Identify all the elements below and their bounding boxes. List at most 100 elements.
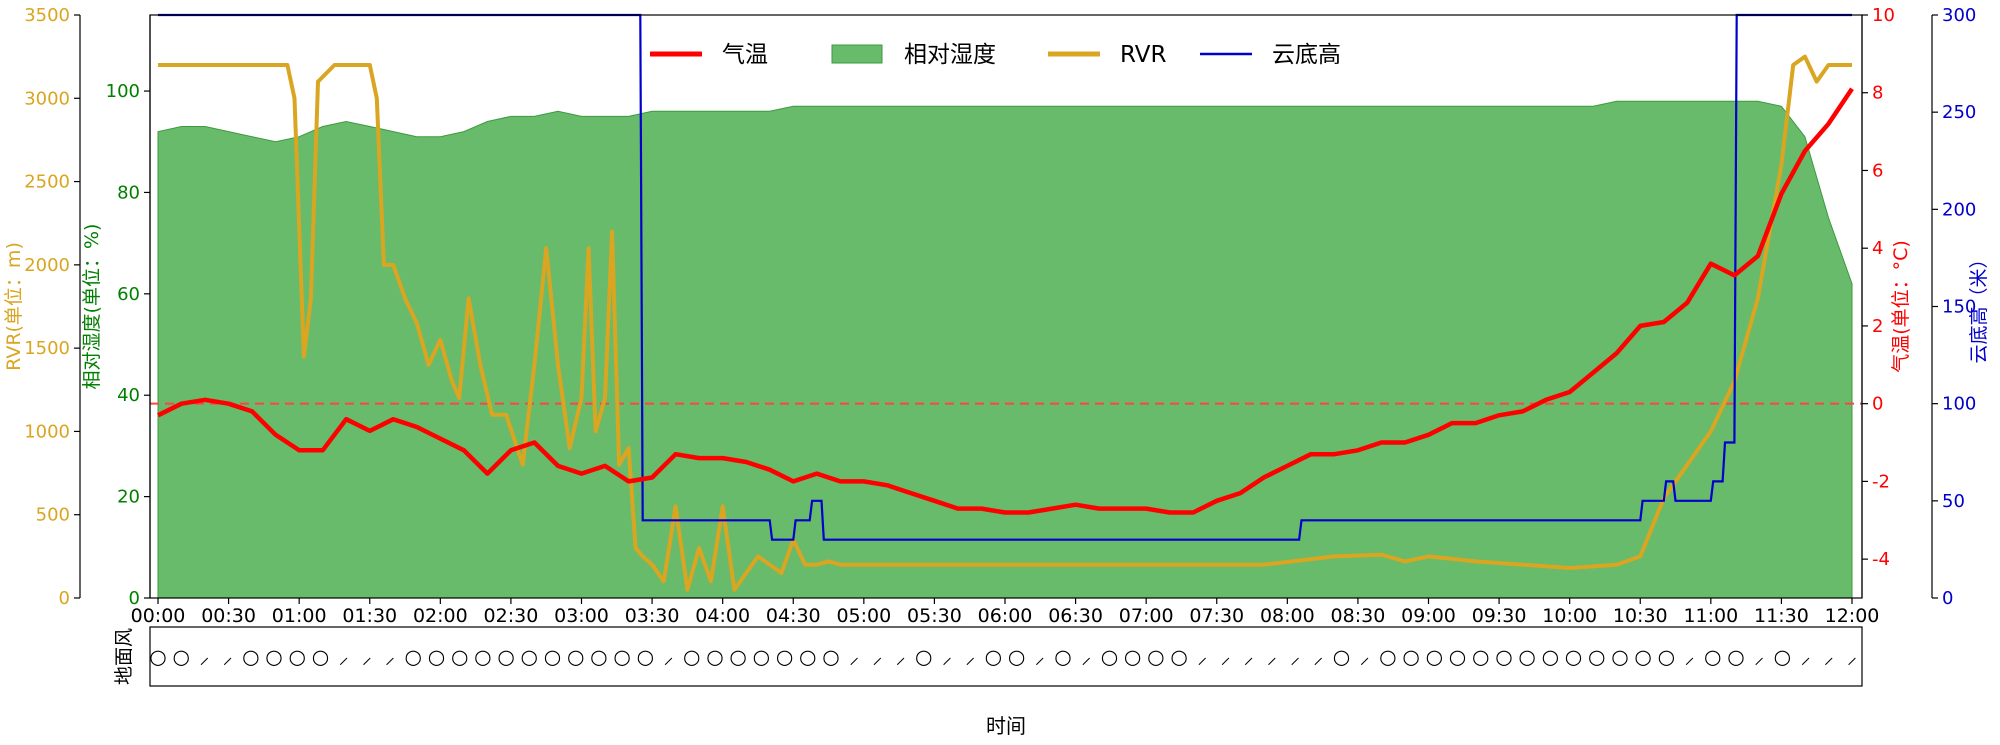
- humidity-axis-tick-label: 0: [129, 588, 140, 609]
- wind-symbol: ○: [1054, 645, 1071, 669]
- wind-symbol: ○: [1565, 645, 1582, 669]
- x-tick-label: 02:00: [413, 605, 468, 627]
- wind-symbol: ⸝: [896, 645, 906, 669]
- wind-symbol: ○: [265, 645, 282, 669]
- legend-label: 云底高: [1272, 42, 1341, 68]
- wind-symbol: ○: [637, 645, 654, 669]
- humidity-axis-tick-label: 40: [117, 385, 140, 406]
- cloud-base-axis-tick-label: 300: [1942, 5, 1976, 26]
- x-tick-label: 00:30: [201, 605, 256, 627]
- wind-symbol: ○: [1611, 645, 1628, 669]
- temperature-axis-tick-label: 2: [1872, 316, 1883, 337]
- wind-symbol: ⸝: [1081, 645, 1091, 669]
- wind-symbol: ⸝: [1035, 645, 1045, 669]
- humidity-area-layer: [157, 100, 1853, 599]
- wind-symbol: ⸝: [872, 645, 882, 669]
- temperature-axis-tick-label: 8: [1872, 83, 1883, 104]
- legend-label: 相对湿度: [904, 42, 996, 68]
- cloud-base-line-layer: [158, 13, 1852, 541]
- wind-symbol: ○: [567, 645, 584, 669]
- wind-symbol: ○: [544, 645, 561, 669]
- rvr-axis-tick-label: 1000: [24, 421, 70, 442]
- wind-panel: 地面风 ○ ○ ⸝ ⸝ ○ ○ ○ ○ ⸝ ⸝ ⸝ ○ ○ ○ ○ ○ ○ ○ ○ ○ ○ ○ ⸝ ○ ○ ○ ○ ○ ○ ○ ⸝ ⸝ ⸝ ○ ⸝ ⸝ ○…: [113, 626, 1863, 687]
- temperature-axis-tick-label: 6: [1872, 160, 1883, 181]
- wind-symbol: ○: [753, 645, 770, 669]
- rvr-line-layer: [158, 54, 1852, 592]
- x-tick-label: 04:00: [695, 605, 750, 627]
- wind-symbol: ⸝: [664, 645, 674, 669]
- rvr-axis-tick-label: 0: [59, 588, 70, 609]
- temperature-axis-tick-label: 10: [1872, 5, 1895, 26]
- x-tick-label: 01:00: [272, 605, 327, 627]
- rvr-axis-label: RVR(单位：m): [3, 242, 25, 371]
- x-tick-label: 12:00: [1825, 605, 1880, 627]
- wind-symbol: ⸝: [1290, 645, 1300, 669]
- humidity-axis-tick-label: 80: [117, 182, 140, 203]
- rvr-axis-tick-label: 3500: [24, 5, 70, 26]
- wind-symbol: ○: [1333, 645, 1350, 669]
- wind-symbol: ○: [1588, 645, 1605, 669]
- cloud-base-axis-tick-label: 0: [1942, 588, 1953, 609]
- wind-symbol: ⸝: [1801, 645, 1811, 669]
- wind-symbol: ○: [613, 645, 630, 669]
- x-axis-label: 时间: [986, 714, 1026, 738]
- wind-symbol: ○: [590, 645, 607, 669]
- cloud-base-axis-tick-label: 100: [1942, 394, 1976, 415]
- wind-symbol: ⸝: [339, 645, 349, 669]
- x-tick-label: 03:00: [554, 605, 609, 627]
- temperature-axis-tick-label: -4: [1872, 549, 1890, 570]
- temperature-line-layer: [157, 87, 1854, 515]
- x-tick-label: 07:30: [1189, 605, 1244, 627]
- wind-symbol: ○: [1379, 645, 1396, 669]
- rvr-axis-tick-label: 2000: [24, 255, 70, 276]
- wind-symbol: ○: [799, 645, 816, 669]
- x-tick-label: 05:00: [836, 605, 891, 627]
- temperature-axis-tick-label: -2: [1872, 471, 1890, 492]
- wind-symbol: ○: [1124, 645, 1141, 669]
- rvr-axis-tick-label: 3000: [24, 88, 70, 109]
- cloud-base-axis-tick-label: 250: [1942, 102, 1976, 123]
- wind-symbol: ○: [706, 645, 723, 669]
- wind-symbol: ⸝: [1824, 645, 1834, 669]
- wind-symbol: ⸝: [849, 645, 859, 669]
- wind-symbol: ⸝: [1847, 645, 1857, 669]
- wind-symbol: ○: [474, 645, 491, 669]
- wind-symbol: ○: [521, 645, 538, 669]
- wind-symbol: ⸝: [1313, 645, 1323, 669]
- wind-label: 地面风: [113, 628, 135, 685]
- rvr-axis-tick-label: 1500: [24, 338, 70, 359]
- wind-symbol: ○: [289, 645, 306, 669]
- cloud-base-axis-tick-label: 200: [1942, 199, 1976, 220]
- humidity-axis-tick-label: 60: [117, 284, 140, 305]
- wind-symbol: ○: [1170, 645, 1187, 669]
- x-tick-label: 06:30: [1048, 605, 1103, 627]
- wind-symbol: ⸝: [385, 645, 395, 669]
- humidity-axis-tick-label: 100: [106, 81, 140, 102]
- wind-symbol: ⸝: [965, 645, 975, 669]
- wind-symbol: ○: [1472, 645, 1489, 669]
- humidity-axis-label: 相对湿度(单位：%): [81, 224, 103, 390]
- wind-symbol: ○: [915, 645, 932, 669]
- wind-symbol: ⸝: [223, 645, 233, 669]
- wind-symbol: ○: [1658, 645, 1675, 669]
- x-tick-label: 07:00: [1119, 605, 1174, 627]
- x-tick-label: 10:30: [1613, 605, 1668, 627]
- cloud-base-axis-tick-label: 50: [1942, 491, 1965, 512]
- x-tick-label: 02:30: [484, 605, 539, 627]
- wind-symbol: ⸝: [1244, 645, 1254, 669]
- rvr-line: [158, 54, 1852, 592]
- humidity-area: [157, 100, 1853, 599]
- x-tick-label: 04:30: [766, 605, 821, 627]
- temperature-line: [157, 87, 1854, 515]
- wind-symbol: ⸝: [1197, 645, 1207, 669]
- wind-symbol: ○: [683, 645, 700, 669]
- wind-symbol: ○: [497, 645, 514, 669]
- wind-symbol: ○: [1426, 645, 1443, 669]
- x-tick-label: 00:00: [131, 605, 186, 627]
- wind-symbol: ○: [428, 645, 445, 669]
- wind-symbol: ⸝: [1754, 645, 1764, 669]
- wind-symbol: ○: [1402, 645, 1419, 669]
- wind-symbol: ○: [242, 645, 259, 669]
- x-tick-label: 10:00: [1542, 605, 1597, 627]
